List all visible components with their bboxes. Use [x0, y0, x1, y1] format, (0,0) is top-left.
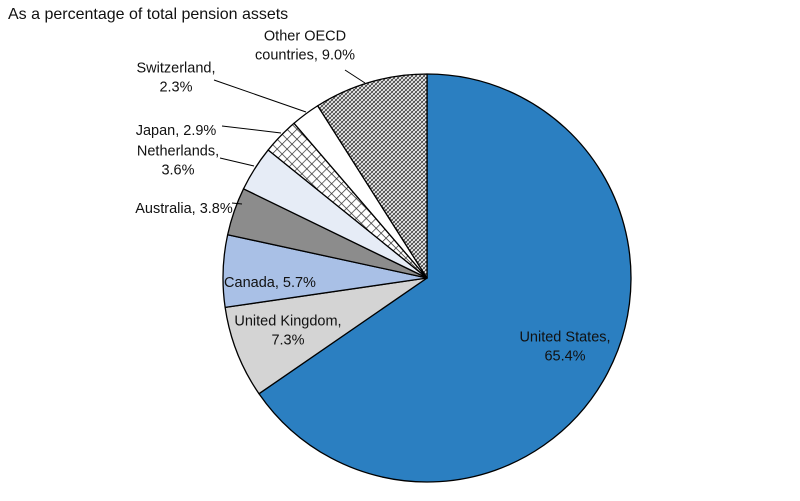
chart-subtitle: As a percentage of total pension assets — [8, 6, 289, 23]
slice-label-japan: Japan, 2.9% — [136, 123, 217, 139]
slice-label-canada: Canada, 5.7% — [224, 275, 316, 291]
slice-united-states — [258, 73, 632, 483]
slice-label-line: 3.6% — [161, 163, 194, 179]
slice-label-australia: Australia, 3.8% — [135, 201, 233, 217]
leader-line-japan — [221, 125, 282, 134]
slice-other-oecd-countries — [317, 73, 428, 279]
slice-label-line: Japan, 2.9% — [136, 123, 217, 139]
slice-label-other-oecd-countries: Other OECD countries, 9.0% — [255, 29, 355, 64]
slice-label-line: countries, 9.0% — [255, 48, 355, 64]
slice-label-line: Switzerland, — [137, 61, 216, 77]
leader-line-other-oecd-countries — [344, 69, 366, 84]
slice-label-line: Australia, 3.8% — [135, 201, 233, 217]
slice-label-united-kingdom: United Kingdom, 7.3% — [234, 314, 341, 349]
slice-label-line: United Kingdom, — [234, 314, 341, 330]
leader-line-netherlands — [219, 157, 255, 167]
slice-label-line: 2.3% — [159, 80, 192, 96]
slice-label-line: United States, — [519, 330, 610, 346]
slice-label-line: Canada, 5.7% — [224, 275, 316, 291]
slice-label-line: 7.3% — [271, 333, 304, 349]
slice-label-line: Netherlands, — [137, 144, 219, 160]
slice-label-line: Other OECD — [264, 29, 346, 45]
slice-label-line: 65.4% — [544, 349, 585, 365]
slice-label-netherlands: Netherlands, 3.6% — [137, 144, 219, 179]
slice-label-united-states: United States, 65.4% — [519, 330, 610, 365]
leader-line-australia — [231, 202, 243, 205]
slice-label-switzerland: Switzerland, 2.3% — [137, 61, 216, 96]
leader-line-switzerland — [213, 79, 307, 113]
